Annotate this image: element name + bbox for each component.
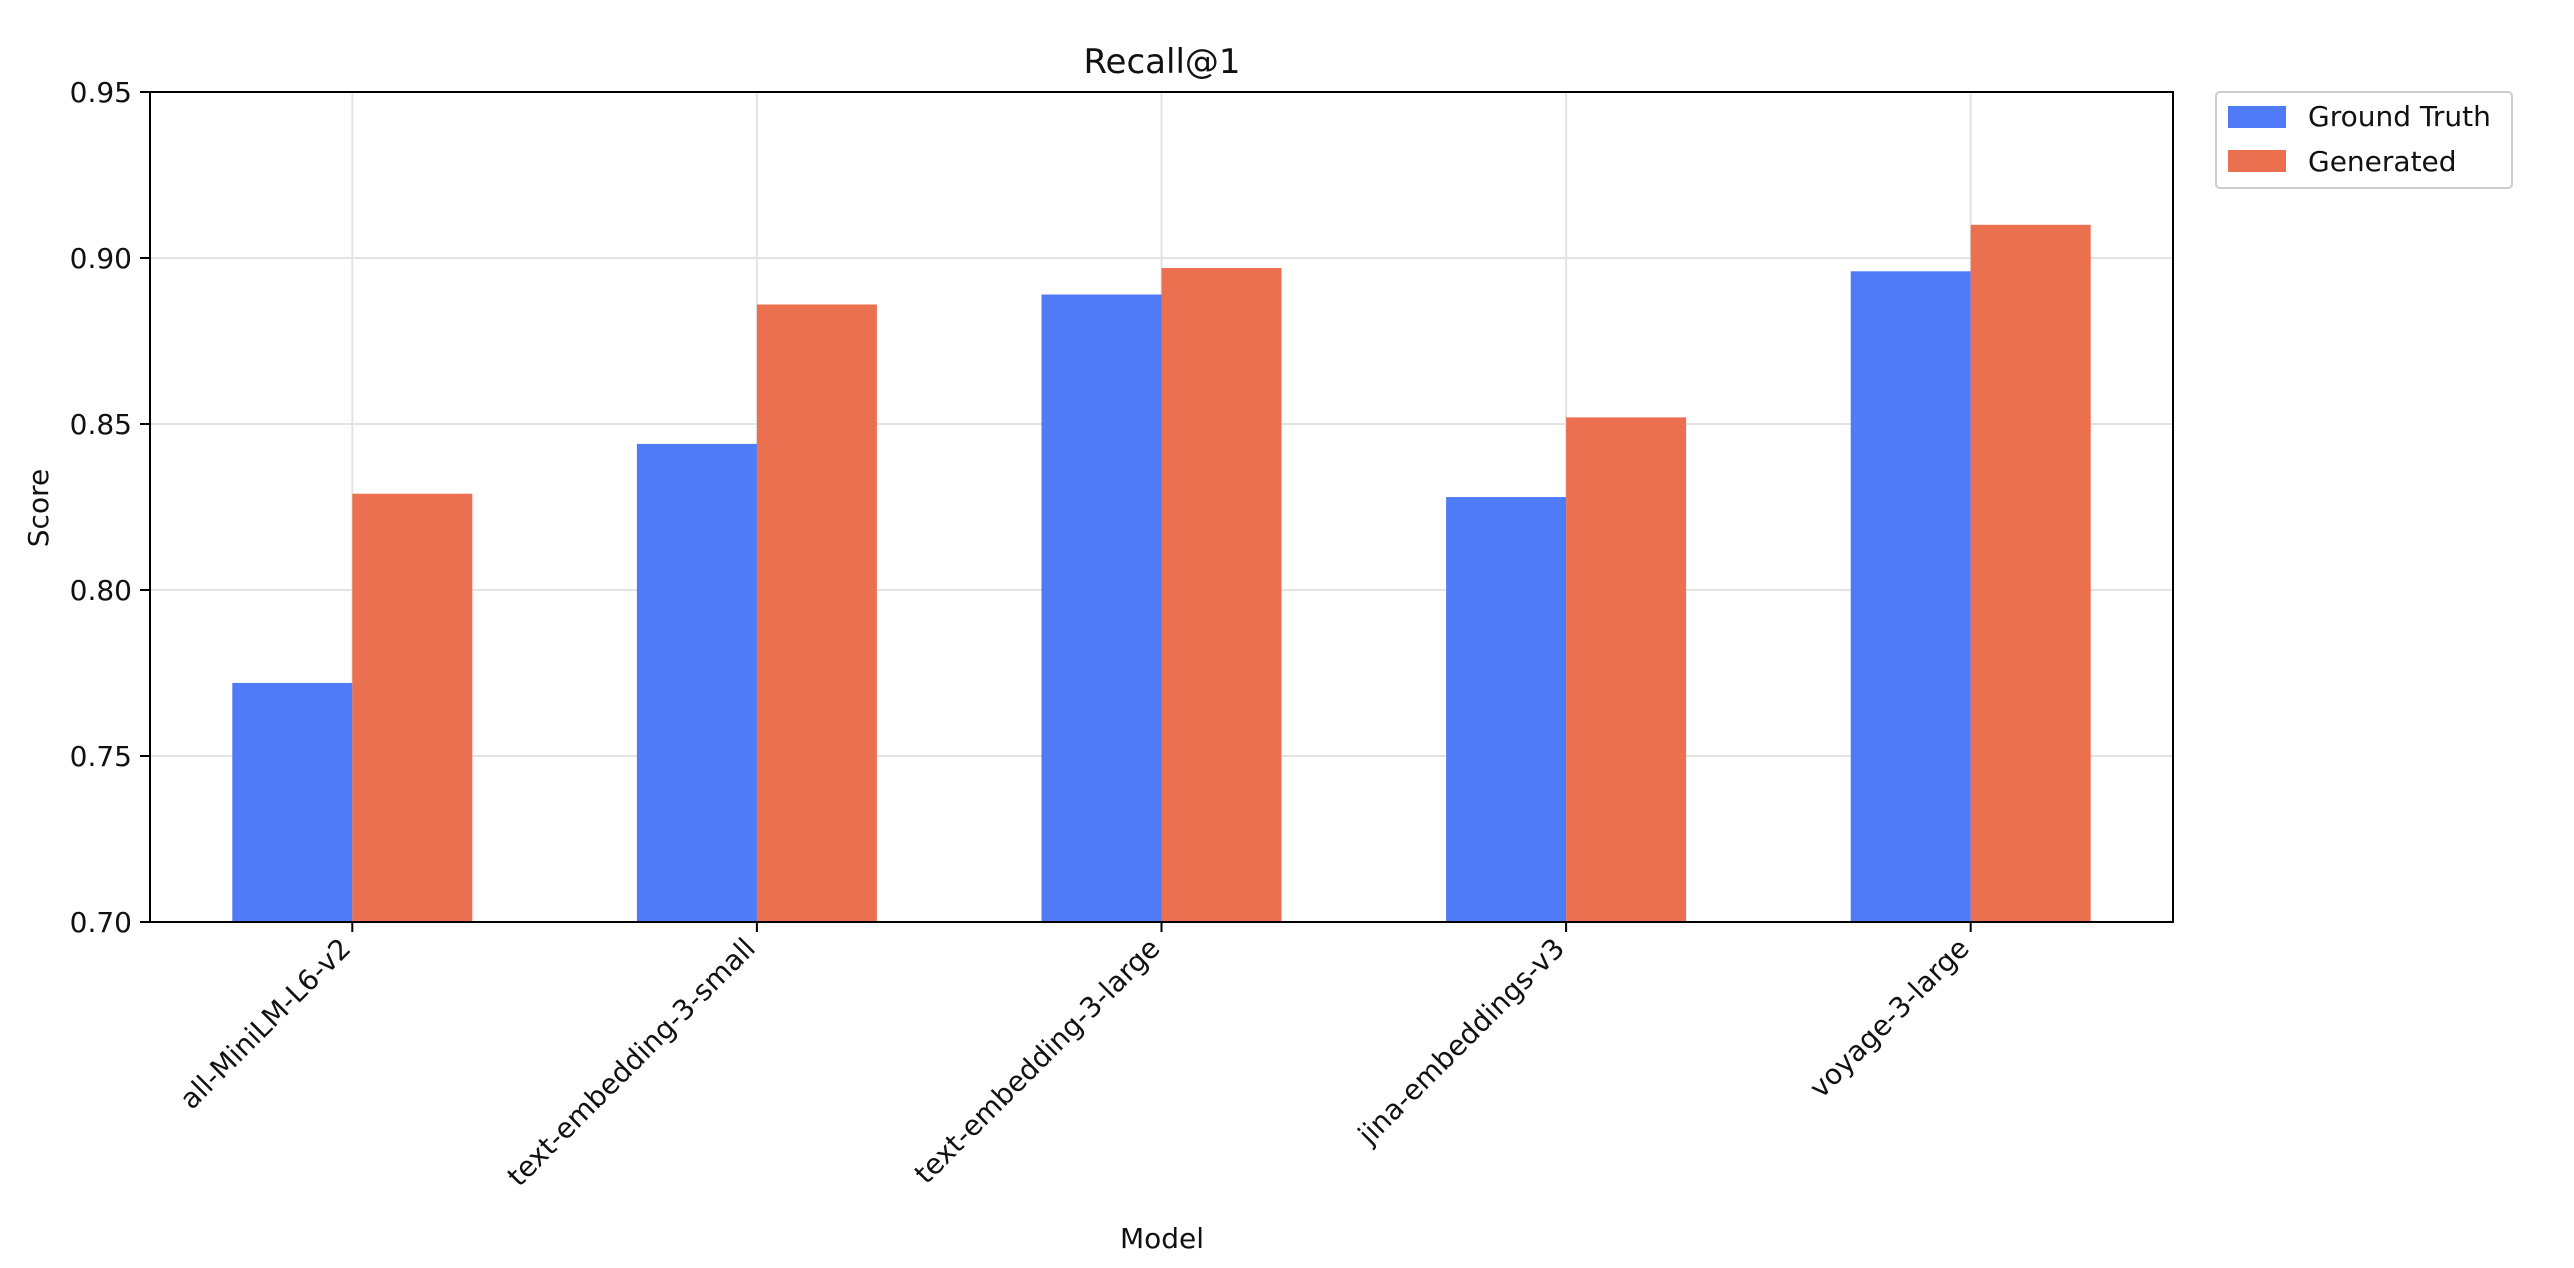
chart-title: Recall@1 [1083,42,1240,82]
legend: Ground Truth Generated [2215,91,2513,189]
y-tick-label: 0.70 [70,906,132,939]
y-axis-label: Score [22,469,55,547]
legend-frame [2215,91,2513,189]
y-tick-label: 0.75 [70,740,132,773]
bar-ground-truth-2 [1041,294,1162,922]
legend-swatch-generated [2228,150,2286,172]
bar-generated-3 [1566,417,1687,922]
x-tick-label: voyage-3-large [1803,932,1976,1105]
legend-label-generated: Generated [2308,145,2457,178]
legend-swatch-ground-truth [2228,106,2286,128]
bar-ground-truth-3 [1446,497,1567,922]
x-tick-label: text-embedding-3-small [501,932,762,1193]
bar-generated-2 [1161,267,1282,923]
bar-ground-truth-4 [1850,271,1971,922]
legend-label-ground-truth: Ground Truth [2308,100,2491,133]
bar-ground-truth-1 [636,443,757,922]
bar-generated-0 [352,493,473,922]
y-tick-label: 0.95 [70,76,132,109]
y-tick-label: 0.85 [70,408,132,441]
x-tick-label: all-MiniLM-L6-v2 [173,932,357,1116]
bar-ground-truth-0 [232,682,353,922]
x-axis-label: Model [1120,1222,1204,1255]
bars [232,224,2091,923]
bar-generated-1 [756,304,877,923]
x-tick-label: text-embedding-3-large [908,932,1167,1191]
y-tick-label: 0.80 [70,574,132,607]
y-tick-label: 0.90 [70,242,132,275]
x-tick-label: jina-embeddings-v3 [1351,932,1571,1152]
bar-generated-4 [1970,224,2091,923]
